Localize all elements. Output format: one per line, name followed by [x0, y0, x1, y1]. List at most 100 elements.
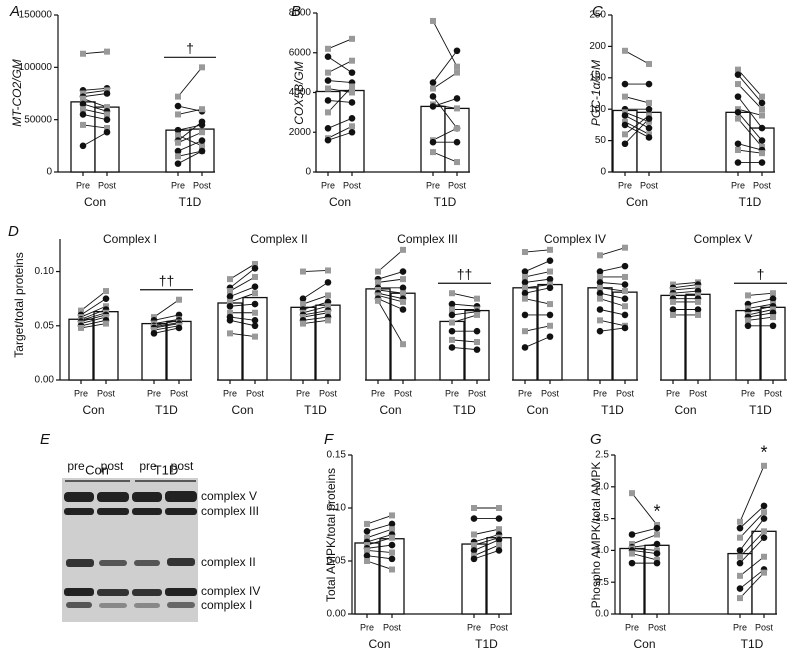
data-point [596, 279, 604, 286]
x-tick-label: Post [193, 180, 212, 190]
x-tick-label: Post [753, 180, 772, 190]
x-tick-label: Post [319, 388, 338, 398]
pair-line [451, 311, 478, 316]
data-point [453, 47, 461, 55]
pair-line [739, 511, 765, 538]
data-point [348, 128, 356, 136]
data-point [104, 111, 110, 118]
data-point [622, 47, 628, 54]
pair-line [366, 514, 393, 525]
data-point [389, 512, 395, 519]
pair-line [432, 98, 458, 107]
x-tick-label: Pre [467, 622, 481, 632]
x-tick-label: Post [343, 180, 362, 190]
data-point [349, 89, 355, 96]
data-point [621, 311, 629, 319]
data-point [734, 71, 742, 78]
pair-line [739, 572, 765, 599]
data-point [79, 111, 87, 118]
data-point [645, 105, 653, 113]
data-point [759, 112, 765, 119]
panel: Complex II Pre Post Con Pre Post T1D [217, 232, 341, 417]
pair-line [473, 537, 500, 546]
pair-line [624, 118, 650, 145]
pair-line [327, 88, 353, 93]
data-point [471, 505, 477, 511]
x-tick-label: Pre [76, 180, 90, 190]
data-point [453, 95, 461, 102]
x-tick-label: Pre [666, 388, 680, 398]
data-point [175, 111, 181, 118]
pair-line [631, 553, 658, 561]
panel: Complex IV Pre Post Con Pre Post T1D [512, 232, 638, 417]
data-point [252, 333, 258, 340]
data-point [349, 57, 355, 64]
pair-line [229, 292, 256, 303]
x-tick-label: Pre [445, 388, 459, 398]
data-point [175, 324, 183, 332]
bar [537, 283, 563, 381]
pair-line [432, 50, 458, 83]
y-tick-label: 0.10 [327, 503, 347, 514]
y-tick-label: 50 [595, 135, 607, 146]
data-point [521, 311, 529, 319]
data-point [78, 324, 84, 331]
data-point [653, 550, 661, 557]
pair-line [739, 537, 765, 564]
pair-line [524, 325, 551, 332]
data-point [622, 131, 628, 138]
pair-line [631, 549, 658, 555]
pair-line [302, 305, 329, 314]
x-tick-label: Post [616, 388, 635, 398]
x-tick-label: Post [689, 388, 708, 398]
data-point [597, 317, 603, 324]
pair-line [451, 347, 478, 351]
x-tick-label: Post [383, 622, 402, 632]
pair-line [739, 465, 765, 522]
data-point [449, 306, 455, 313]
pair-line [366, 537, 393, 546]
significance-mark: †† [457, 266, 473, 282]
x-tick-label: Post [97, 388, 116, 398]
pair-line [672, 284, 699, 289]
data-point [400, 276, 406, 283]
data-point [226, 293, 234, 300]
pair-line [153, 323, 180, 329]
data-point [470, 555, 478, 563]
data-point [324, 124, 332, 132]
data-point [760, 534, 768, 541]
y-axis-label: COX5B/GM [292, 61, 306, 124]
pair-line [327, 131, 353, 141]
data-point [325, 109, 331, 116]
y-tick-label: 8000 [289, 8, 312, 19]
y-tick-label: 0 [600, 167, 606, 178]
pair-line [229, 319, 256, 327]
panel-letter: D [8, 223, 19, 240]
pair-line [80, 319, 107, 327]
data-point [251, 300, 259, 308]
x-tick-label: Pre [618, 180, 632, 190]
data-point [760, 515, 768, 522]
pair-line [153, 325, 180, 331]
pair-line [229, 263, 256, 280]
data-point [735, 66, 741, 73]
data-point [80, 50, 86, 57]
data-point [521, 344, 529, 351]
data-point [104, 48, 110, 55]
pair-line [177, 124, 203, 131]
y-tick-label: 1.0 [595, 545, 609, 556]
data-point [596, 327, 604, 335]
data-point [175, 93, 181, 100]
pair-line [302, 310, 329, 316]
pair-line [599, 309, 626, 316]
data-point [734, 159, 742, 166]
group-label: Con [526, 403, 548, 417]
data-point [653, 524, 661, 532]
data-point [252, 309, 258, 316]
pair-line [327, 38, 353, 50]
data-point [389, 549, 395, 556]
y-tick-label: 150000 [19, 10, 53, 21]
pair-line [624, 96, 650, 104]
pair-line [672, 290, 699, 294]
data-point [399, 268, 407, 275]
